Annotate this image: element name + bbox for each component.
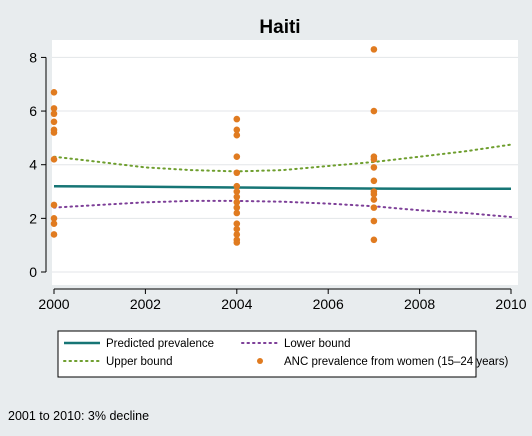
legend-box: [57, 330, 477, 378]
y-tick-label: 0: [29, 264, 37, 280]
series-line-predicted-prevalence: [53, 184, 511, 191]
data-point: [370, 196, 378, 203]
data-point: [50, 118, 58, 126]
x-tick-label: 2004: [221, 296, 252, 312]
series-line-upper-bound: [53, 143, 512, 173]
data-point: [233, 231, 241, 238]
data-point: [50, 156, 58, 163]
data-point: [370, 177, 378, 185]
data-point: [50, 231, 58, 238]
data-point: [233, 169, 241, 177]
data-point: [50, 220, 58, 228]
data-point: [370, 204, 378, 211]
data-point: [233, 204, 241, 211]
data-point: [370, 46, 378, 53]
data-point: [370, 217, 378, 225]
data-point: [233, 225, 241, 233]
data-point: [233, 153, 241, 160]
data-point: [233, 239, 241, 246]
data-point: [50, 129, 58, 136]
series-layer: [50, 46, 512, 246]
series-line-lower-bound: [53, 199, 512, 218]
x-tick-label: 2000: [38, 296, 69, 312]
plot-area: [52, 40, 518, 285]
data-point: [370, 164, 378, 171]
y-tick-label: 2: [29, 210, 37, 226]
legend-label: Lower bound: [284, 338, 351, 350]
data-point: [233, 220, 241, 228]
data-point: [233, 198, 241, 206]
data-point: [50, 88, 58, 96]
data-point: [233, 126, 241, 134]
data-point: [370, 236, 378, 244]
y-tick-label: 6: [29, 103, 37, 119]
legend-label: ANC prevalence from women (15–24 years): [284, 356, 509, 368]
data-point: [50, 201, 58, 209]
data-point: [50, 110, 58, 118]
grid-lines: [52, 56, 518, 273]
data-point: [233, 188, 241, 195]
data-point: [233, 182, 241, 190]
chart-title: Haiti: [259, 17, 300, 38]
data-point: [370, 190, 378, 198]
footnote: 2001 to 2010: 3% decline: [8, 409, 149, 423]
data-point: [233, 115, 241, 123]
data-point: [50, 215, 58, 222]
x-tick-label: 2008: [404, 296, 435, 312]
data-point: [50, 105, 58, 112]
x-tick-label: 2010: [495, 296, 526, 312]
data-point: [233, 209, 241, 217]
x-tick-label: 2006: [313, 296, 344, 312]
data-point: [233, 131, 241, 139]
data-point: [233, 193, 241, 201]
legend-label: Predicted prevalence: [106, 338, 214, 350]
legend-label: Upper bound: [106, 356, 173, 368]
data-point: [370, 156, 378, 163]
data-point: [370, 107, 378, 115]
y-tick-label: 4: [29, 157, 37, 173]
legend: Predicted prevalence Lower bound Upper bou…: [57, 330, 509, 378]
y-tick-label: 8: [29, 49, 37, 65]
legend-marker: [257, 358, 263, 364]
axes: 0 2 4 6 8 2000 2002 2004 2006 2008 2010: [29, 49, 527, 312]
x-tick-label: 2002: [130, 296, 161, 312]
